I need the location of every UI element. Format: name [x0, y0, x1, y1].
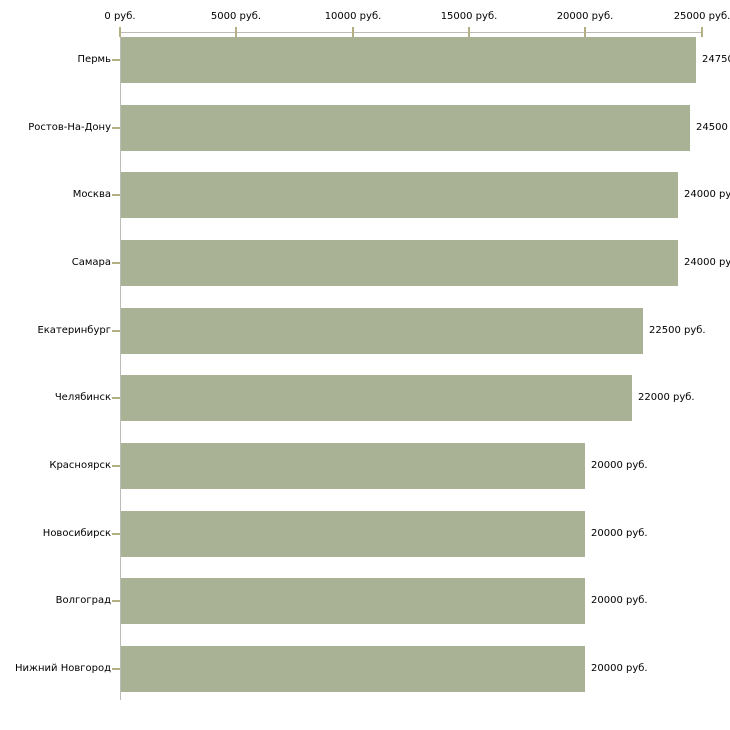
value-label: 22500 руб. [649, 325, 706, 336]
x-tick-mark [468, 27, 470, 37]
bar [121, 646, 585, 692]
category-label: Пермь [77, 54, 111, 65]
bar [121, 578, 585, 624]
bar [121, 105, 690, 151]
y-tick-mark [112, 465, 120, 467]
value-label: 22000 руб. [638, 392, 695, 403]
x-tick-label: 15000 руб. [440, 11, 498, 22]
y-axis-line [120, 32, 121, 700]
bar [121, 37, 696, 83]
x-tick-label: 5000 руб. [210, 11, 262, 22]
x-tick-label: 0 руб. [104, 11, 136, 22]
value-label: 24500 руб. [696, 122, 730, 133]
y-tick-mark [112, 59, 120, 61]
category-label: Екатеринбург [37, 325, 111, 336]
y-tick-mark [112, 397, 120, 399]
category-label: Москва [72, 189, 111, 200]
value-label: 20000 руб. [591, 663, 648, 674]
y-tick-mark [112, 600, 120, 602]
x-tick-label: 20000 руб. [556, 11, 614, 22]
category-label: Красноярск [49, 460, 111, 471]
x-tick-mark [352, 27, 354, 37]
category-label: Нижний Новгород [14, 663, 111, 674]
value-label: 20000 руб. [591, 460, 648, 471]
y-tick-mark [112, 668, 120, 670]
x-tick-label: 25000 руб. [673, 11, 730, 22]
x-tick-mark [235, 27, 237, 37]
category-label: Самара [71, 257, 111, 268]
category-label: Волгоград [55, 595, 111, 606]
category-label: Челябинск [54, 392, 111, 403]
value-label: 24750 руб. [702, 54, 730, 65]
bar [121, 240, 678, 286]
category-label: Ростов-На-Дону [28, 122, 111, 133]
value-label: 24000 руб. [684, 189, 730, 200]
category-label: Новосибирск [42, 528, 111, 539]
y-tick-mark [112, 330, 120, 332]
bar [121, 308, 643, 354]
x-tick-mark [584, 27, 586, 37]
value-label: 20000 руб. [591, 595, 648, 606]
value-label: 24000 руб. [684, 257, 730, 268]
y-tick-mark [112, 127, 120, 129]
x-axis-line [120, 32, 702, 33]
x-tick-label: 10000 руб. [324, 11, 382, 22]
y-tick-mark [112, 262, 120, 264]
bar [121, 443, 585, 489]
y-tick-mark [112, 533, 120, 535]
x-tick-mark [119, 27, 121, 37]
y-tick-mark [112, 194, 120, 196]
bar [121, 172, 678, 218]
bar [121, 375, 632, 421]
value-label: 20000 руб. [591, 528, 648, 539]
x-tick-mark [701, 27, 703, 37]
bar [121, 511, 585, 557]
